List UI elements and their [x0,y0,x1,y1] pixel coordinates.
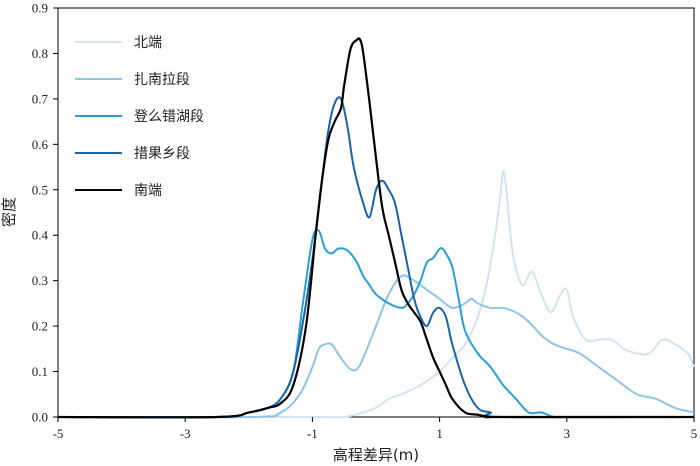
y-tick-label: 0.3 [32,273,48,288]
legend-label: 扎南拉段 [134,72,190,88]
x-tick-label: -5 [53,426,64,441]
y-tick-label: 0.6 [32,137,49,152]
series-line-1 [57,170,695,419]
series-line-2 [57,274,695,419]
y-tick-label: 0.1 [32,364,48,379]
x-tick-label: 5 [691,426,698,441]
legend-label: 北端 [134,35,162,51]
x-tick-label: -3 [180,426,191,441]
x-axis-title: 高程差异(m) [333,446,419,464]
x-tick-label: 3 [564,426,571,441]
plot-frame [57,7,695,418]
x-tick-label: 1 [436,426,443,441]
y-tick-label: 0.2 [32,319,48,334]
y-tick-label: 0.4 [32,228,49,243]
x-tick-label: -1 [307,426,318,441]
y-tick-label: 0.5 [32,182,48,197]
x-axis-ticks: -5 -3 -1 1 3 5 [53,417,698,441]
series-line-5 [57,37,694,419]
legend-label: 南端 [134,183,162,199]
series-layer [57,37,695,419]
y-axis-title: 密度 [0,197,18,227]
y-tick-label: 0.8 [32,46,48,61]
legend-label: 措果乡段 [134,146,190,162]
y-tick-label: 0.0 [32,410,48,425]
y-tick-label: 0.9 [32,1,48,16]
y-axis-ticks: 0.0 0.1 0.2 0.3 0.4 0.5 0.6 0.7 0.8 0.9 [32,1,58,425]
y-tick-label: 0.7 [32,91,49,106]
legend-label: 登么错湖段 [134,109,204,125]
